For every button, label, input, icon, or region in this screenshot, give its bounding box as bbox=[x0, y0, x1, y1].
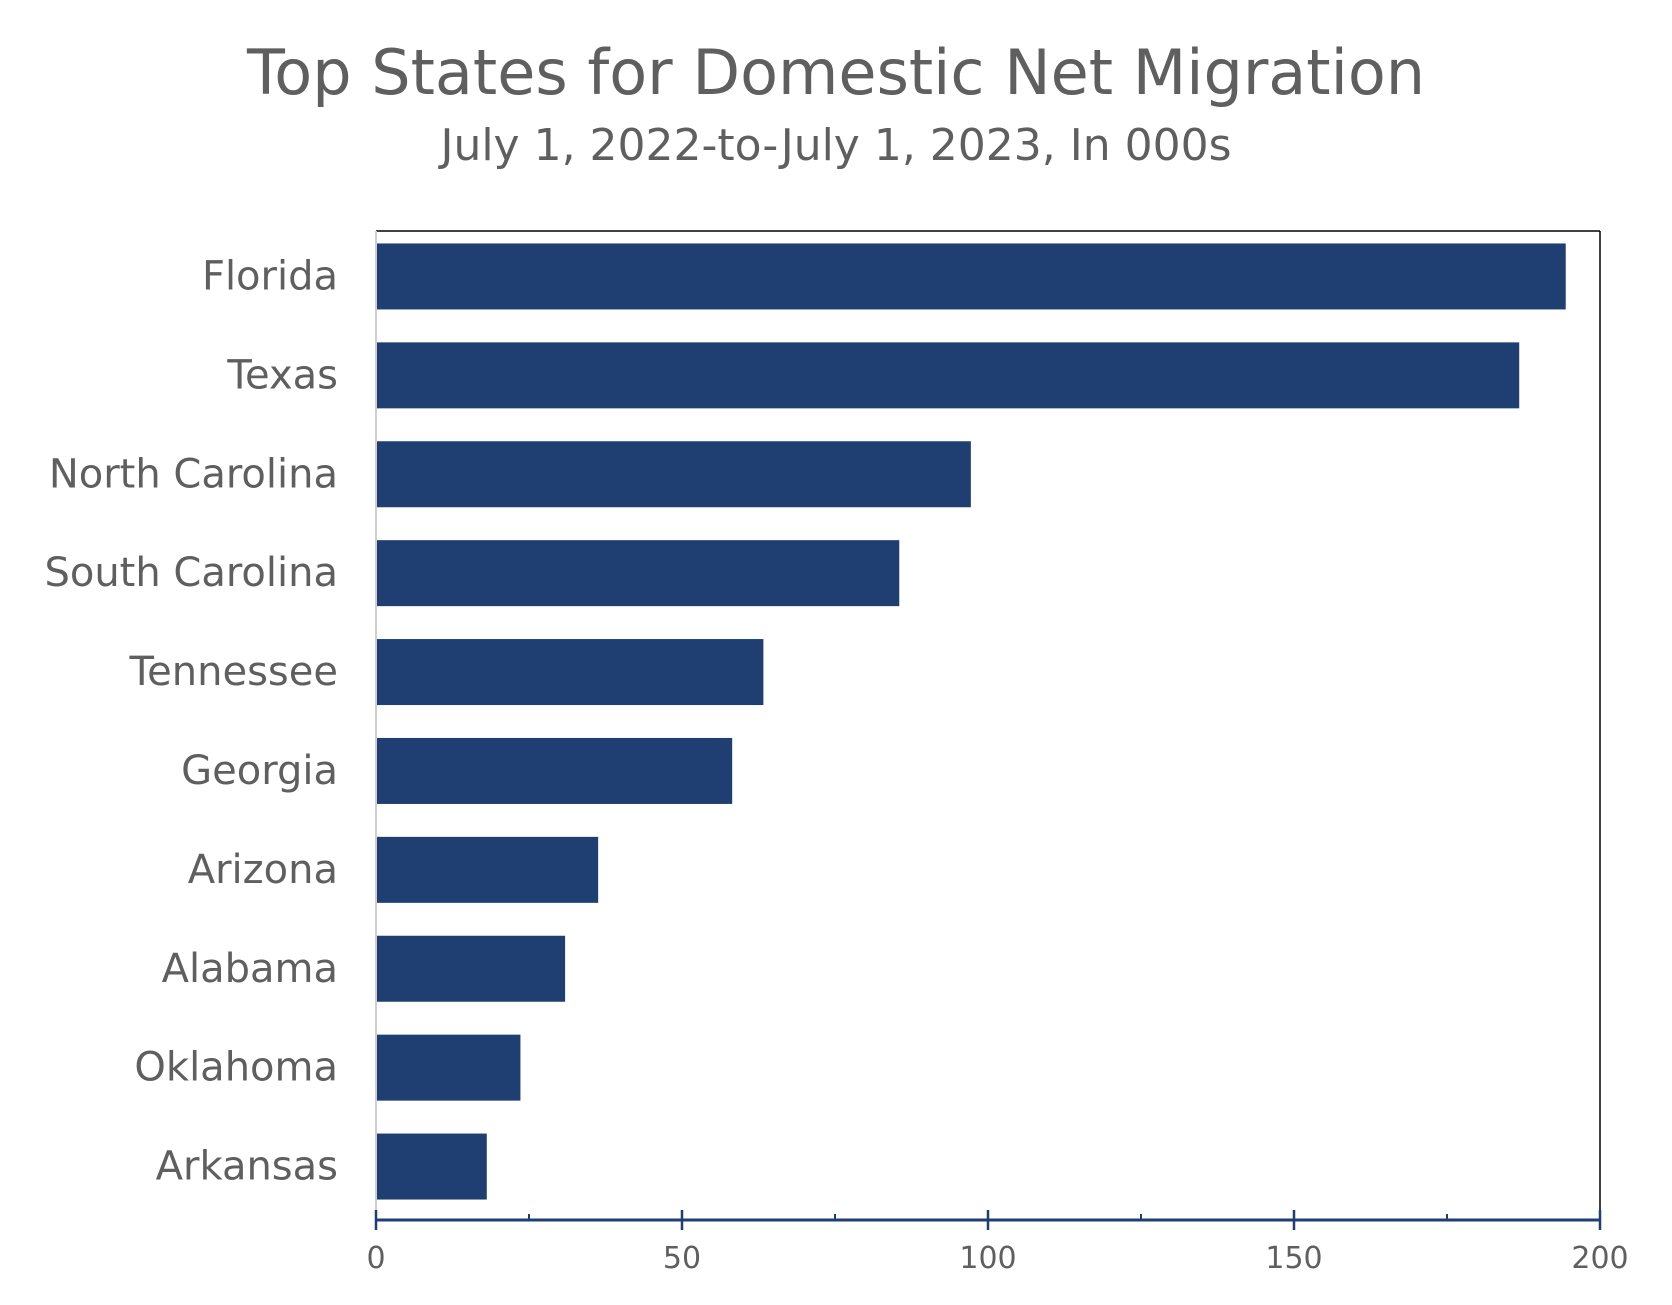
bar-oklahoma bbox=[377, 1034, 521, 1101]
bar-north-carolina bbox=[377, 441, 971, 508]
bar-south-carolina bbox=[377, 540, 900, 607]
category-label: Alabama bbox=[162, 946, 338, 992]
category-label: Tennessee bbox=[129, 649, 338, 695]
category-label: Texas bbox=[226, 352, 338, 398]
x-tick-label: 0 bbox=[366, 1241, 385, 1276]
category-label: North Carolina bbox=[49, 451, 338, 497]
chart-subtitle: July 1, 2022-to-July 1, 2023, In 000s bbox=[440, 120, 1232, 171]
category-label: Arizona bbox=[188, 847, 338, 893]
bar-florida bbox=[377, 243, 1566, 310]
bar-tennessee bbox=[377, 639, 764, 706]
category-label: Georgia bbox=[181, 748, 338, 794]
category-label: Florida bbox=[202, 253, 338, 299]
bar-alabama bbox=[377, 935, 566, 1002]
bar-arizona bbox=[377, 836, 599, 903]
x-tick-label: 200 bbox=[1571, 1241, 1628, 1276]
bar-arkansas bbox=[377, 1133, 487, 1200]
x-tick-label: 50 bbox=[663, 1241, 701, 1276]
category-label: South Carolina bbox=[44, 550, 338, 596]
x-tick-label: 150 bbox=[1265, 1241, 1322, 1276]
x-tick-label: 100 bbox=[959, 1241, 1016, 1276]
category-label: Arkansas bbox=[156, 1144, 338, 1190]
bar-georgia bbox=[377, 737, 733, 804]
bar-texas bbox=[377, 342, 1520, 409]
category-label: Oklahoma bbox=[134, 1045, 338, 1091]
chart-title: Top States for Domestic Net Migration bbox=[246, 36, 1426, 109]
